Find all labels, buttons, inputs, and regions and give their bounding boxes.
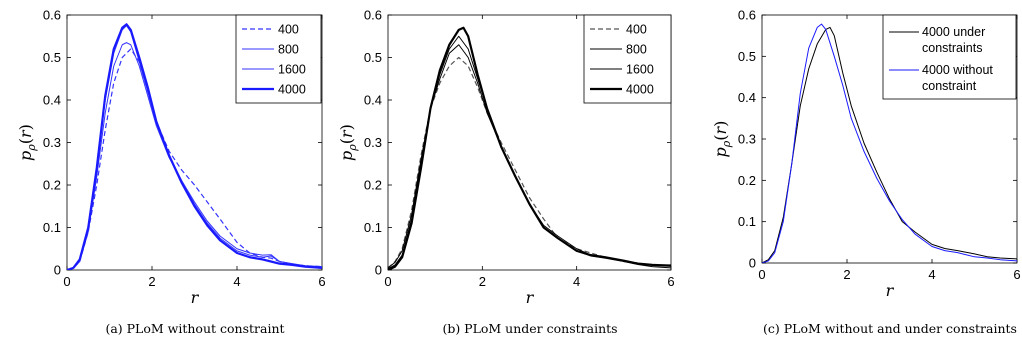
y-tick-label: 0.2	[43, 178, 61, 193]
y-tick-label: 0	[375, 263, 382, 278]
x-tick-label: 0	[63, 274, 70, 289]
figure-caption: (b) PLoM under constraints	[442, 321, 617, 336]
y-tick-label: 0.1	[43, 220, 61, 235]
legend-label: 1600	[278, 63, 306, 77]
y-tick-label: 0	[54, 263, 61, 278]
y-tick-label: 0.1	[364, 220, 382, 235]
y-tick-label: 0.5	[364, 50, 382, 65]
legend-label: constraint	[922, 79, 977, 93]
y-tick-label: 0.4	[364, 93, 382, 108]
y-tick-label: 0.4	[738, 90, 756, 105]
y-tick-label: 0.5	[43, 50, 61, 65]
x-axis-label: r	[886, 281, 895, 300]
y-axis-label: pρ(r)	[711, 121, 733, 158]
legend-label: 4000	[626, 83, 654, 97]
legend-label: 1600	[626, 63, 654, 77]
x-tick-label: 0	[384, 274, 391, 289]
legend: 400 800 1600 4000	[235, 14, 322, 104]
chart-panel-1: 0 2 4 600.10.20.30.40.50.6rpρ(r)40080016004…	[16, 8, 326, 337]
y-tick-label: 0.3	[43, 135, 61, 150]
series-line-800	[67, 42, 322, 270]
x-tick-label: 4	[928, 267, 935, 282]
legend-label: 800	[278, 43, 299, 57]
y-tick-label: 0.6	[364, 8, 382, 23]
legend-label: 400	[626, 23, 647, 37]
figure-caption: (a) PLoM without constraint	[105, 321, 284, 336]
x-tick-label: 4	[233, 274, 240, 289]
figure-caption: (c) PLoM without and under constraints	[763, 321, 1017, 336]
legend: 400 800 1600 4000	[583, 14, 672, 104]
legend-label: 4000 under	[922, 25, 985, 39]
y-tick-label: 0.1	[738, 214, 756, 229]
y-axis-label: pρ(r)	[16, 124, 38, 161]
series-line-400	[67, 48, 322, 270]
series-line-4000	[388, 26, 671, 270]
legend-label: 4000 without	[922, 63, 993, 77]
x-tick-label: 6	[1013, 267, 1020, 282]
x-tick-label: 2	[148, 274, 155, 289]
x-tick-label: 4	[573, 274, 580, 289]
legend-box	[235, 14, 322, 104]
y-tick-label: 0	[749, 256, 756, 271]
series-line-4000	[67, 23, 322, 270]
y-tick-label: 0.3	[364, 135, 382, 150]
y-tick-label: 0.2	[364, 178, 382, 193]
y-tick-label: 0.6	[738, 8, 756, 23]
legend-label: 800	[626, 43, 647, 57]
y-tick-label: 0.3	[738, 132, 756, 147]
legend-label: 4000	[278, 83, 306, 97]
y-axis-label: pρ(r)	[337, 124, 359, 161]
legend-box	[882, 14, 1017, 100]
x-tick-label: 2	[843, 267, 850, 282]
x-tick-label: 6	[667, 274, 674, 289]
x-tick-label: 6	[318, 274, 325, 289]
legend-label: constraints	[922, 41, 982, 55]
x-tick-label: 0	[758, 267, 765, 282]
chart-panel-3: 0 2 4 6 0 0.1 0.2 0.3 0.4 0.5 0.6 r pρ(r) 4000 under c…	[711, 8, 1021, 337]
x-axis-label: r	[526, 288, 535, 307]
y-tick-label: 0.5	[738, 49, 756, 64]
x-tick-label: 2	[479, 274, 486, 289]
series-line-4000-without-constraint	[762, 23, 1017, 263]
y-tick-label: 0.4	[43, 93, 61, 108]
legend: 4000 under constraints 4000 without constra…	[882, 14, 1017, 100]
chart-panel-2: 0 2 4 600.10.20.30.40.50.6rpρ(r)40080016004…	[337, 8, 675, 337]
y-tick-label: 0.6	[43, 8, 61, 23]
y-tick-label: 0.2	[738, 173, 756, 188]
x-axis-label: r	[191, 288, 200, 307]
legend-label: 400	[278, 23, 299, 37]
